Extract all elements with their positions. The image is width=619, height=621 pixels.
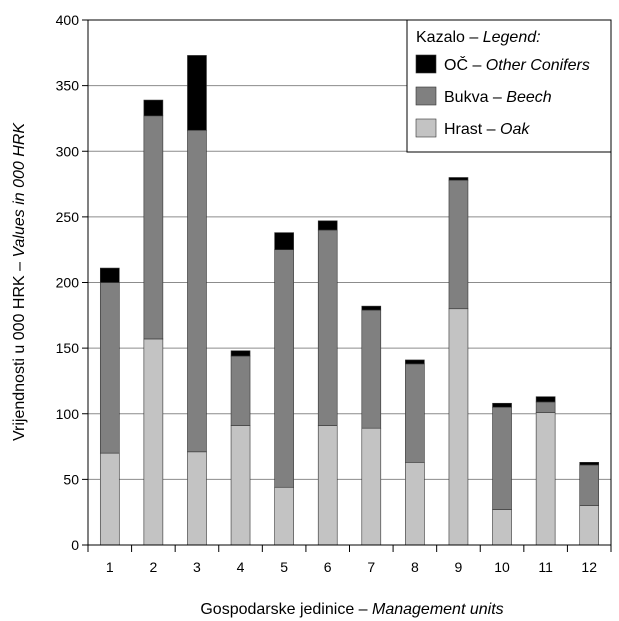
- y-axis: 0 50 100 150 200 250 300 350 400: [56, 12, 88, 553]
- legend-items: OČ – Other Conifers Bukva – Beech Hrast – …: [415, 54, 590, 138]
- bar-segment-other-conifers: [492, 402, 512, 408]
- y-tick-label: 350: [56, 78, 80, 94]
- y-axis-title: Vrijendnosti u 000 HRK – Values in 000 H…: [11, 122, 28, 441]
- legend-title: Kazalo – Legend:: [416, 29, 541, 46]
- x-tick-label: 4: [237, 559, 245, 575]
- bar-segment-other-conifers: [579, 462, 600, 466]
- x-tick-label: 6: [324, 559, 332, 575]
- legend-label: Hrast – Oak: [444, 121, 530, 138]
- x-tick-label: 3: [193, 559, 201, 575]
- bar-segment-beech: [405, 363, 425, 463]
- bar-segment-oak: [187, 451, 207, 546]
- bar-segment-oak: [361, 427, 382, 546]
- bar-segment-other-conifers: [187, 55, 207, 131]
- y-axis-title-main: Vrijendnosti u 000 HRK –: [11, 258, 28, 442]
- bar-segment-beech: [274, 249, 294, 488]
- legend-box: [406, 19, 612, 153]
- x-tick-label: 1: [106, 559, 114, 575]
- bar-segment-other-conifers: [230, 350, 251, 357]
- bar-segment-beech: [492, 406, 512, 510]
- grid-lines: [88, 85, 611, 480]
- x-axis-title: Gospodarske jedinice – Management units: [200, 601, 503, 618]
- bar-segment-beech: [99, 282, 120, 454]
- bar-segment-oak: [579, 505, 600, 546]
- bar-segment-other-conifers: [535, 396, 556, 403]
- y-tick-label: 250: [56, 209, 80, 225]
- bar-segment-oak: [405, 462, 425, 546]
- bar-segment-oak: [492, 509, 512, 546]
- bar-segment-other-conifers: [448, 177, 469, 181]
- bar-segment-oak: [317, 425, 338, 546]
- x-tick-label: 5: [280, 559, 288, 575]
- x-tick-label: 7: [367, 559, 375, 575]
- bar-segment-beech: [579, 464, 600, 506]
- bar-segment-beech: [317, 229, 338, 426]
- legend-swatch: [415, 54, 437, 74]
- legend-label: OČ – Other Conifers: [444, 55, 590, 74]
- legend-swatch: [415, 86, 437, 106]
- bar-segment-other-conifers: [317, 220, 338, 231]
- bar-segment-oak: [274, 486, 294, 546]
- bars: [99, 55, 600, 546]
- bar-segment-beech: [143, 115, 164, 340]
- y-tick-label: 100: [56, 406, 80, 422]
- bar-segment-oak: [143, 338, 164, 546]
- legend-label: Bukva – Beech: [444, 89, 552, 106]
- y-tick-label: 0: [71, 537, 79, 553]
- y-axis-title-italic: Values in 000 HRK: [11, 122, 28, 258]
- y-tick-label: 200: [56, 275, 80, 291]
- x-axis: 1 2 3 4 5 6 7 8 9 10 11 12: [87, 545, 612, 575]
- x-axis-title-main: Gospodarske jedinice –: [200, 601, 372, 618]
- x-tick-label: 11: [538, 559, 553, 575]
- legend: Kazalo – Legend: OČ – Other Conifers Bukv…: [406, 19, 612, 153]
- bar-segment-beech: [535, 401, 556, 413]
- bar-segment-oak: [535, 412, 556, 546]
- x-tick-label: 8: [411, 559, 419, 575]
- legend-swatch: [415, 118, 437, 138]
- bar-segment-other-conifers: [405, 359, 425, 365]
- bar-segment-oak: [99, 452, 120, 546]
- bar-segment-beech: [448, 179, 469, 310]
- y-tick-label: 400: [56, 12, 80, 28]
- x-tick-label: 2: [149, 559, 157, 575]
- y-tick-label: 150: [56, 340, 80, 356]
- bar-segment-oak: [448, 308, 469, 546]
- bar-segment-beech: [230, 355, 251, 426]
- bar-segment-other-conifers: [99, 267, 120, 283]
- bar-segment-other-conifers: [274, 232, 294, 250]
- bar-segment-beech: [187, 129, 207, 453]
- x-axis-title-italic: Management units: [372, 601, 504, 618]
- x-tick-label: 12: [581, 559, 597, 575]
- bar-segment-other-conifers: [361, 305, 382, 311]
- bar-segment-oak: [230, 425, 251, 546]
- y-tick-label: 300: [56, 143, 80, 159]
- x-tick-label: 9: [455, 559, 463, 575]
- bar-segment-beech: [361, 309, 382, 429]
- y-tick-label: 50: [63, 471, 79, 487]
- bar-segment-other-conifers: [143, 99, 164, 117]
- x-tick-label: 10: [494, 559, 510, 575]
